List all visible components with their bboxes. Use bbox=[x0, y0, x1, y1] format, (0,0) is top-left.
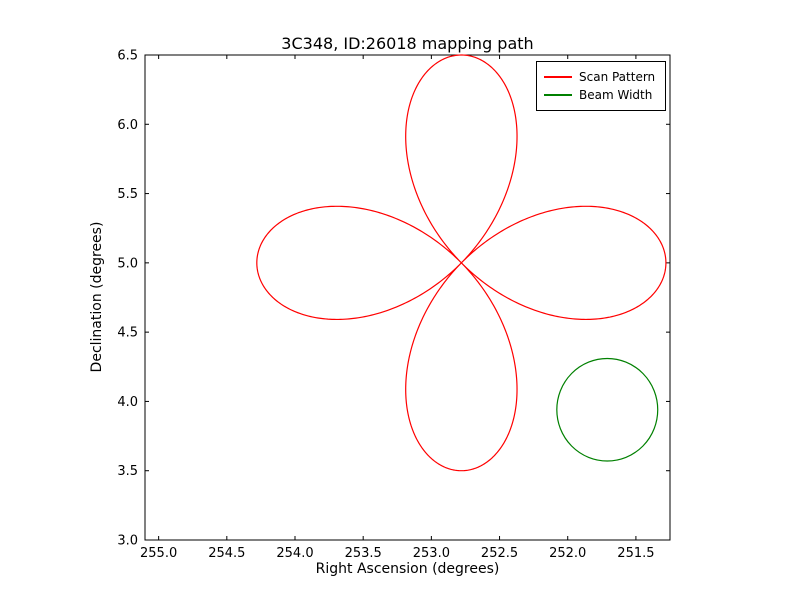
x-tick-label: 252.0 bbox=[549, 546, 586, 561]
x-axis-label: Right Ascension (degrees) bbox=[315, 561, 500, 577]
legend: Scan Pattern Beam Width bbox=[536, 61, 666, 111]
x-tick-label: 254.5 bbox=[208, 546, 245, 561]
y-tick-label: 5.5 bbox=[117, 187, 138, 202]
x-tick-label: 255.0 bbox=[140, 546, 177, 561]
y-tick-label: 4.0 bbox=[117, 395, 138, 410]
y-axis-label: Declination (degrees) bbox=[89, 221, 105, 373]
x-tick-label: 253.5 bbox=[345, 546, 382, 561]
legend-item-beam-width: Beam Width bbox=[544, 86, 658, 104]
x-tick-label: 254.0 bbox=[276, 546, 313, 561]
y-tick-label: 6.5 bbox=[117, 49, 138, 64]
y-tick-label: 3.0 bbox=[117, 534, 138, 549]
beam-width-circle bbox=[556, 357, 659, 462]
legend-label-scan-pattern: Scan Pattern bbox=[579, 70, 656, 84]
legend-item-scan-pattern: Scan Pattern bbox=[544, 68, 658, 86]
x-tick-label: 253.0 bbox=[413, 546, 450, 561]
y-tick-label: 4.5 bbox=[117, 326, 138, 341]
x-tick-label: 251.5 bbox=[617, 546, 654, 561]
y-tick-label: 6.0 bbox=[117, 118, 138, 133]
legend-label-beam-width: Beam Width bbox=[579, 88, 653, 102]
scan-pattern-line-swatch bbox=[544, 76, 572, 78]
chart-title: 3C348, ID:26018 mapping path bbox=[281, 34, 534, 53]
y-tick-label: 5.0 bbox=[117, 256, 138, 271]
beam-width-line-swatch bbox=[544, 94, 572, 96]
x-tick-label: 252.5 bbox=[481, 546, 518, 561]
y-tick-label: 3.5 bbox=[117, 464, 138, 479]
scan-pattern-curve bbox=[256, 54, 667, 472]
